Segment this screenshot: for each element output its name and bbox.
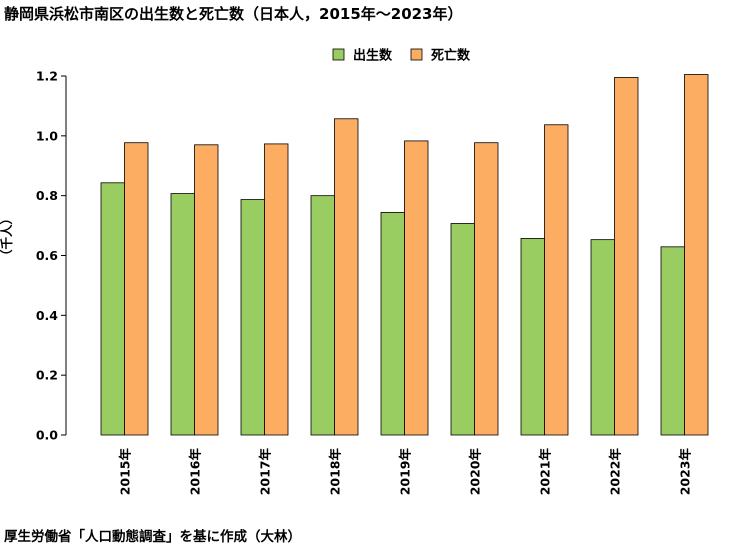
legend-label: 死亡数 [431, 48, 471, 64]
y-tick-label: 0.0 [36, 428, 58, 443]
legend-label: 出生数 [353, 48, 393, 64]
x-tick-label: 2015年 [118, 448, 133, 496]
bar-deaths [474, 142, 499, 436]
bar-births [660, 246, 685, 436]
bar-deaths [404, 140, 429, 436]
x-tick-label: 2016年 [188, 448, 203, 496]
bar-deaths [334, 118, 359, 436]
y-axis-label: （千人） [0, 212, 14, 262]
chart-title: 静岡県浜松市南区の出生数と死亡数（日本人，2015年〜2023年） [4, 5, 463, 23]
bar-births [240, 199, 265, 436]
y-tick-label: 1.0 [36, 128, 58, 143]
bar-deaths [544, 124, 569, 436]
x-tick-label: 2017年 [258, 448, 273, 496]
x-tick-label: 2019年 [398, 448, 413, 496]
x-axis-labels: 2015年 2016年 2017年 2018年 2019年 2020年 2021年 2022年… [118, 448, 693, 496]
bar-births [520, 238, 545, 436]
bar-deaths [614, 77, 639, 436]
bar-deaths [194, 144, 219, 436]
x-tick-label: 2021年 [538, 448, 553, 496]
x-tick-label: 2018年 [328, 448, 343, 496]
y-axis: 0.0 0.2 0.4 0.6 0.8 1.0 1.2 [36, 69, 67, 443]
y-tick-label: 0.4 [36, 308, 58, 323]
y-tick-label: 0.2 [36, 368, 58, 383]
x-tick-label: 2023年 [678, 448, 693, 496]
y-tick-label: 0.8 [36, 188, 58, 203]
bar-births [450, 223, 475, 436]
legend: 出生数 死亡数 [332, 48, 471, 64]
x-tick-label: 2020年 [468, 448, 483, 496]
bar-deaths [124, 142, 149, 436]
bar-births [310, 195, 335, 436]
bars [100, 74, 709, 436]
y-tick-label: 1.2 [36, 69, 58, 84]
bar-deaths [264, 143, 289, 436]
bar-births [590, 239, 615, 436]
bar-births [380, 212, 405, 436]
source-note: 厚生労働省「人口動態調査」を基に作成（大林） [4, 529, 301, 545]
legend-swatch [410, 48, 423, 61]
bar-births [170, 193, 195, 436]
y-tick-label: 0.6 [36, 248, 58, 263]
bar-deaths [684, 74, 709, 436]
x-tick-label: 2022年 [608, 448, 623, 496]
legend-swatch [332, 48, 345, 61]
bar-births [100, 182, 125, 436]
